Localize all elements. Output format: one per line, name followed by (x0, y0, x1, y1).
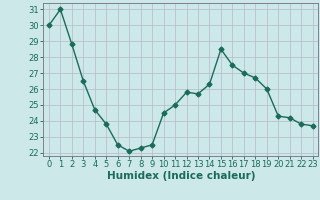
X-axis label: Humidex (Indice chaleur): Humidex (Indice chaleur) (107, 171, 255, 181)
